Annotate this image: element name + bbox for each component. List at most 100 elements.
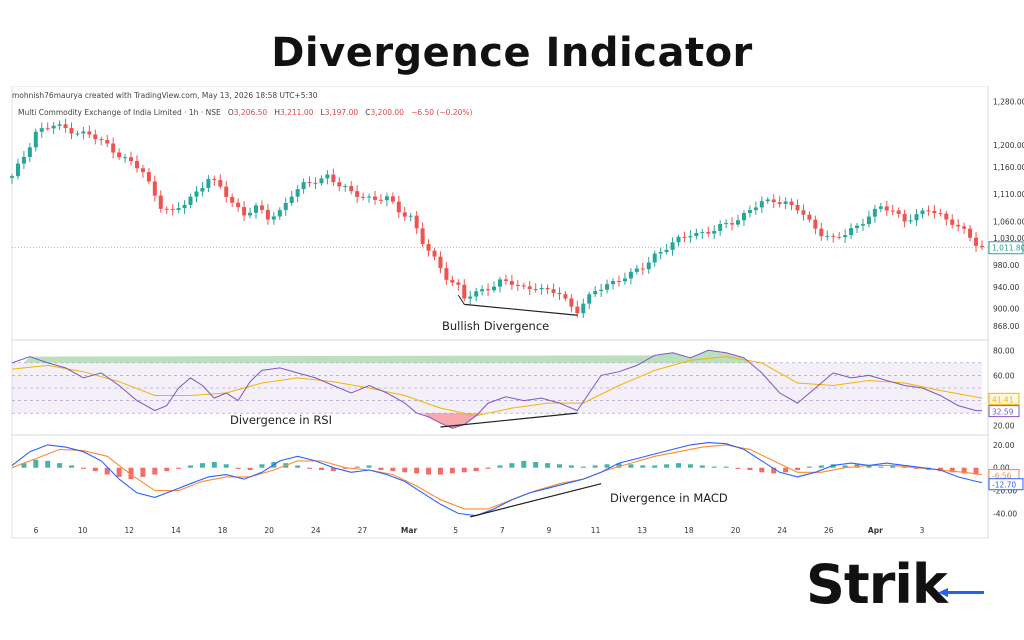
macd-histogram-bar bbox=[949, 467, 955, 473]
candle-body bbox=[825, 235, 830, 237]
macd-histogram-bar bbox=[973, 467, 979, 475]
candle-body bbox=[81, 131, 86, 134]
candle-body bbox=[337, 182, 342, 187]
macd-histogram-bar bbox=[866, 465, 872, 468]
candle-body bbox=[890, 210, 895, 212]
rsi-oversold-fill bbox=[422, 413, 483, 429]
x-tick-label: 7 bbox=[500, 526, 505, 535]
macd-histogram-bar bbox=[676, 463, 682, 468]
candle-body bbox=[450, 279, 455, 283]
macd-tick-label: 20.00 bbox=[993, 441, 1015, 450]
candle-body bbox=[777, 202, 782, 204]
candle-body bbox=[164, 208, 169, 210]
candle-body bbox=[736, 220, 741, 225]
x-tick-label: Apr bbox=[868, 526, 883, 535]
macd-histogram-bar bbox=[628, 464, 634, 468]
x-tick-label: 14 bbox=[171, 526, 181, 535]
macd-histogram-bar bbox=[354, 466, 360, 468]
macd-histogram-bar bbox=[902, 466, 908, 468]
candle-body bbox=[646, 262, 651, 270]
macd-histogram-bar bbox=[259, 464, 265, 468]
candle-body bbox=[129, 157, 134, 161]
macd-histogram-bar bbox=[235, 467, 241, 469]
candle-body bbox=[682, 236, 687, 238]
price-tick-label: 900.00 bbox=[993, 305, 1019, 314]
candles-group bbox=[10, 118, 984, 318]
candle-body bbox=[628, 271, 633, 279]
candle-body bbox=[242, 207, 247, 216]
candle-body bbox=[69, 128, 74, 134]
macd-histogram-bar bbox=[687, 464, 693, 468]
macd-histogram-bar bbox=[592, 465, 598, 468]
annotation-rsi-divergence: Divergence in RSI bbox=[230, 413, 332, 427]
candle-body bbox=[730, 223, 735, 225]
candle-body bbox=[634, 268, 639, 272]
trading-chart: 1,280.00 1,200.00 1,160.00 1,110.00 1,060.00… bbox=[10, 86, 1024, 539]
candle-body bbox=[492, 286, 497, 291]
x-tick-label: 24 bbox=[777, 526, 787, 535]
macd-histogram-bar bbox=[295, 465, 301, 468]
macd-value-badge bbox=[988, 478, 1024, 491]
x-tick-label: 20 bbox=[264, 526, 274, 535]
candle-body bbox=[658, 252, 663, 254]
macd-line bbox=[11, 442, 983, 517]
candle-body bbox=[123, 157, 128, 159]
candle-body bbox=[438, 256, 443, 269]
x-tick-label: 12 bbox=[124, 526, 134, 535]
candle-body bbox=[515, 284, 520, 286]
ohlc-close: C3,200.00 bbox=[365, 108, 404, 117]
macd-histogram-bar bbox=[604, 464, 610, 468]
candle-body bbox=[974, 237, 979, 246]
rsi-ma-line bbox=[11, 356, 983, 417]
price-divergence-tick bbox=[457, 294, 465, 305]
candle-body bbox=[134, 160, 139, 169]
candle-body bbox=[712, 230, 717, 234]
x-tick-label: 11 bbox=[591, 526, 601, 535]
candle-body bbox=[753, 207, 758, 211]
macd-histogram-bar bbox=[783, 467, 789, 473]
price-divergence-line bbox=[464, 303, 578, 316]
candle-body bbox=[950, 219, 955, 225]
candle-body bbox=[349, 186, 354, 192]
candle-body bbox=[21, 156, 26, 164]
candle-body bbox=[599, 289, 604, 291]
candle-body bbox=[533, 289, 538, 291]
candle-body bbox=[206, 179, 211, 188]
candle-body bbox=[313, 182, 318, 184]
candle-body bbox=[468, 296, 473, 299]
price-tick-label: 1,160.00 bbox=[993, 163, 1024, 172]
candle-body bbox=[503, 279, 508, 281]
candle-body bbox=[224, 186, 229, 197]
candle-body bbox=[355, 191, 360, 197]
macd-histogram-bar bbox=[247, 467, 253, 470]
macd-histogram-bar bbox=[640, 465, 646, 468]
candle-body bbox=[932, 211, 937, 214]
macd-histogram-bar bbox=[556, 464, 562, 468]
page-title: Divergence Indicator bbox=[271, 30, 753, 76]
candle-body bbox=[87, 131, 92, 135]
candle-body bbox=[27, 147, 32, 157]
symbol-legend: Multi Commodity Exchange of India Limite… bbox=[18, 108, 472, 117]
macd-histogram-bar bbox=[33, 459, 39, 468]
candle-body bbox=[426, 244, 431, 251]
macd-histogram-bar bbox=[366, 465, 372, 468]
candle-body bbox=[248, 212, 253, 216]
candle-body bbox=[384, 196, 389, 201]
candle-body bbox=[914, 214, 919, 221]
candle-body bbox=[807, 214, 812, 220]
candle-body bbox=[527, 286, 532, 290]
macd-histogram-bar bbox=[152, 467, 158, 475]
last-price-label: 1,011.80 bbox=[992, 244, 1024, 253]
candle-body bbox=[521, 285, 526, 287]
candle-body bbox=[593, 290, 598, 295]
candle-body bbox=[15, 163, 20, 177]
macd-histogram-bar bbox=[402, 467, 408, 473]
x-tick-label: 20 bbox=[731, 526, 741, 535]
macd-histogram-bar bbox=[521, 460, 527, 468]
macd-histogram-bar bbox=[223, 464, 229, 468]
candle-body bbox=[57, 124, 62, 126]
candle-body bbox=[926, 210, 931, 212]
candle-body bbox=[111, 143, 116, 153]
macd-histogram-bar bbox=[92, 467, 98, 472]
macd-signal-value: -6.56 bbox=[992, 472, 1012, 481]
